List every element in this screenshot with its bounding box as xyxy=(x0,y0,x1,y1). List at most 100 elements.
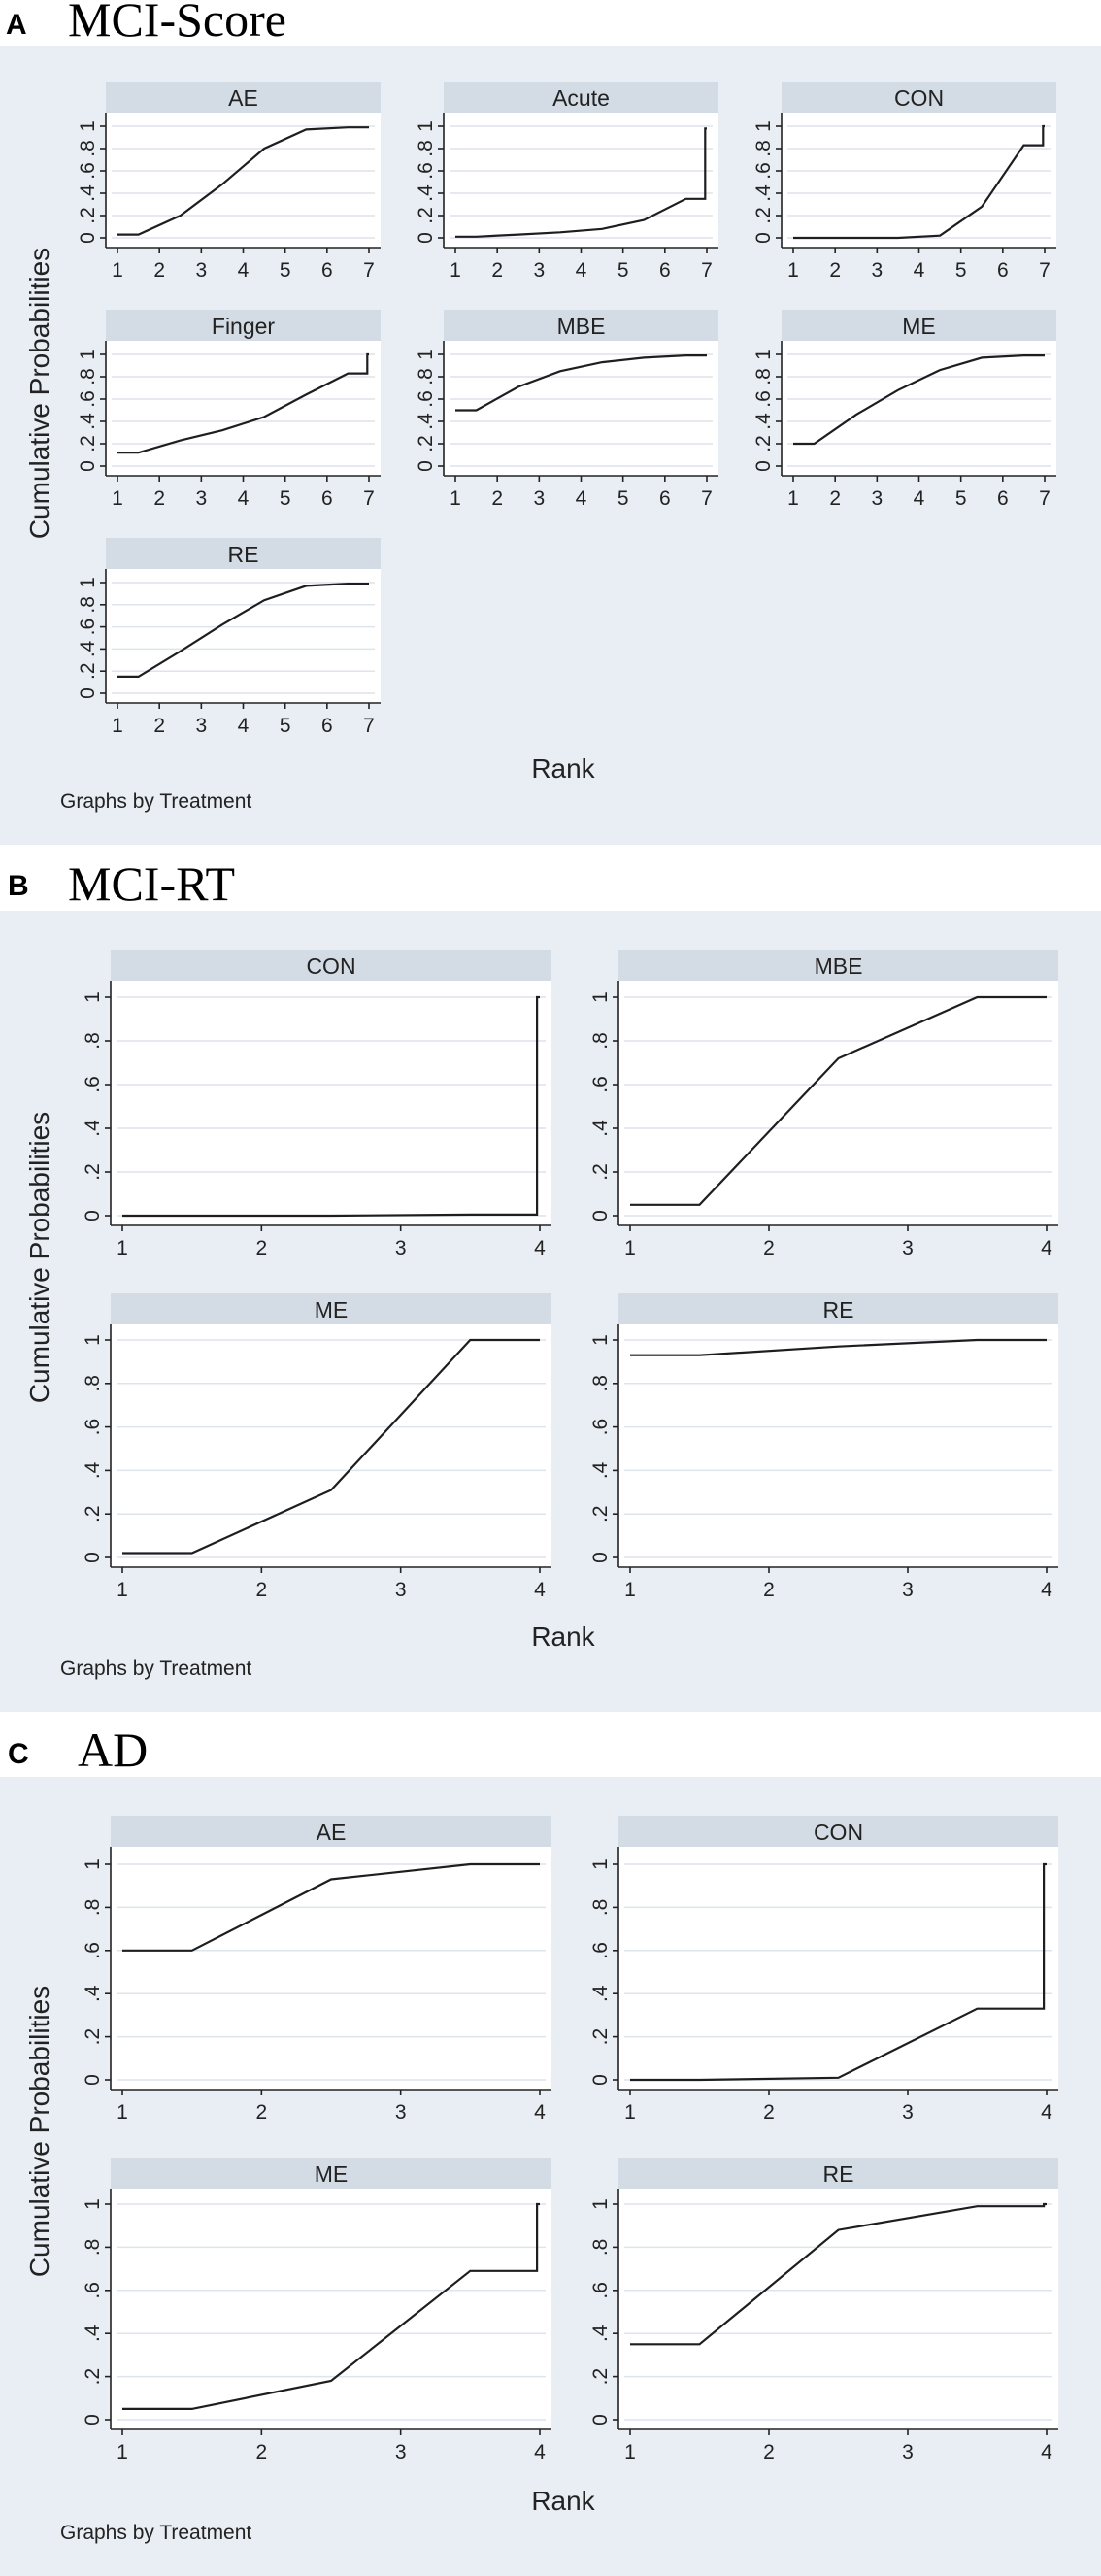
x-tick-label: 1 xyxy=(450,259,461,282)
y-tick-label: 1 xyxy=(82,2198,104,2210)
series-line-me xyxy=(793,354,1045,446)
x-tick-label: 4 xyxy=(238,487,250,510)
facet-strip-label: CON xyxy=(894,85,944,111)
x-tick-label: 1 xyxy=(787,487,799,510)
x-tick-label: 2 xyxy=(491,487,503,510)
series-line-ae xyxy=(122,1862,540,1952)
panel-a-title: MCI-Score xyxy=(68,0,286,47)
x-tick-label: 5 xyxy=(617,487,629,510)
y-tick-label: .8 xyxy=(589,2239,612,2257)
panel-b-ylabel: Cumulative Probabilities xyxy=(24,1112,54,1403)
facet-strip xyxy=(782,82,1056,113)
series-line-con xyxy=(630,1862,1047,2082)
series-line-mbe xyxy=(630,995,1047,1206)
y-tick-label: .4 xyxy=(589,1985,612,2002)
y-tick-label: .8 xyxy=(752,140,775,157)
panel-c-facet-me: ME 0 .2 .4 .6 .8 1 1 2 3 4 xyxy=(82,2158,551,2463)
x-tick-label: 6 xyxy=(321,715,333,737)
series-line-re xyxy=(117,583,369,678)
series-line-me xyxy=(122,2202,540,2410)
x-tick-label: 3 xyxy=(195,259,207,282)
facet-strip-label: ME xyxy=(315,2161,349,2187)
y-tick-label: .6 xyxy=(415,162,437,180)
x-tick-label: 5 xyxy=(280,487,291,510)
y-tick-label: 1 xyxy=(589,1334,612,1346)
y-tick-label: .8 xyxy=(415,140,437,157)
y-tick-label: .8 xyxy=(589,1375,612,1392)
panel-a-facet-me: ME 0 .2 .4 .6 .8 1 1 2 3 4 5 6 7 xyxy=(752,310,1056,510)
facet-strip-label: Acute xyxy=(552,85,610,111)
y-tick-label: 0 xyxy=(589,1552,612,1563)
x-tick-label: 6 xyxy=(321,259,333,282)
y-tick-label: 0 xyxy=(77,460,99,472)
y-tick-label: 0 xyxy=(77,687,99,699)
x-tick-label: 2 xyxy=(763,1579,775,1601)
y-tick-label: .6 xyxy=(589,1419,612,1436)
plot-area xyxy=(618,1324,1058,1567)
y-tick-label: 0 xyxy=(752,232,775,244)
facet-strip-label: MBE xyxy=(815,953,863,979)
x-tick-label: 1 xyxy=(117,1237,128,1259)
y-tick-label: .8 xyxy=(77,368,99,385)
facet-strip xyxy=(444,82,718,113)
y-tick-label: 0 xyxy=(77,232,99,244)
y-tick-label: .4 xyxy=(82,2325,104,2342)
plot-area xyxy=(106,569,381,703)
y-tick-label: 1 xyxy=(589,2198,612,2210)
x-tick-label: 4 xyxy=(238,715,250,737)
panel-a-facet-re: RE 0 .2 .4 .6 .8 1 1 2 3 4 5 6 7 xyxy=(77,538,381,737)
plot-area xyxy=(444,113,718,248)
x-tick-label: 6 xyxy=(659,259,671,282)
x-tick-label: 6 xyxy=(321,487,333,510)
x-tick-label: 3 xyxy=(902,1237,914,1259)
x-tick-label: 4 xyxy=(1041,2441,1052,2463)
y-tick-label: 0 xyxy=(589,2414,612,2425)
panel-a-xlabel: Rank xyxy=(531,753,595,784)
facet-strip-label: CON xyxy=(306,953,355,979)
x-tick-label: 1 xyxy=(112,487,123,510)
x-tick-label: 2 xyxy=(829,487,841,510)
panel-c-ylabel: Cumulative Probabilities xyxy=(24,1986,54,2277)
facet-strip-label: AE xyxy=(228,85,258,111)
y-tick-label: 1 xyxy=(77,349,99,360)
y-tick-label: .8 xyxy=(77,140,99,157)
panel-b-note: Graphs by Treatment xyxy=(60,1657,251,1680)
y-tick-label: .6 xyxy=(415,390,437,408)
y-tick-label: .4 xyxy=(589,1120,612,1137)
panel-b-letter: B xyxy=(8,870,29,902)
x-tick-label: 4 xyxy=(1041,1237,1052,1259)
y-tick-label: .2 xyxy=(589,2368,612,2386)
x-tick-label: 7 xyxy=(363,715,375,737)
x-tick-label: 7 xyxy=(363,259,375,282)
panel-b-plots: CON 0 .2 .4 .6 .8 1 1 2 3 4 MBE 0 .2 .4 .6 .8 1 1 2 3 4 ME 0 .2.… xyxy=(82,950,1058,1601)
y-tick-label: 0 xyxy=(82,2414,104,2425)
facet-strip xyxy=(111,1293,551,1324)
x-tick-label: 3 xyxy=(871,259,883,282)
x-tick-label: 7 xyxy=(1039,259,1051,282)
x-tick-label: 5 xyxy=(955,487,967,510)
y-tick-label: .4 xyxy=(82,1985,104,2002)
x-tick-label: 1 xyxy=(624,2101,636,2124)
y-tick-label: .4 xyxy=(82,1120,104,1137)
panel-c-xlabel: Rank xyxy=(531,2486,595,2516)
y-tick-label: .6 xyxy=(82,1076,104,1093)
facet-strip-label: ME xyxy=(315,1297,349,1322)
y-tick-label: .2 xyxy=(752,207,775,224)
y-tick-label: .4 xyxy=(82,1461,104,1479)
facet-strip-label: CON xyxy=(814,1820,863,1845)
y-tick-label: 1 xyxy=(82,991,104,1003)
y-tick-label: 0 xyxy=(415,460,437,472)
y-tick-label: .2 xyxy=(589,1505,612,1522)
y-tick-label: 0 xyxy=(415,232,437,244)
panel-c-plots: AE 0 .2 .4 .6 .8 1 1 2 3 4 CON 0 .2 .4 .6 .8 1 1 2 3 4 ME 0 .2 .4… xyxy=(82,1816,1058,2463)
x-tick-label: 3 xyxy=(871,487,883,510)
series-line-mbe xyxy=(455,354,707,412)
x-tick-label: 4 xyxy=(914,259,925,282)
panel-c-facet-con: CON 0 .2 .4 .6 .8 1 1 2 3 4 xyxy=(589,1816,1058,2124)
x-tick-label: 5 xyxy=(280,715,291,737)
facet-strip-label: RE xyxy=(823,2161,854,2187)
x-tick-label: 1 xyxy=(787,259,799,282)
x-tick-label: 3 xyxy=(395,2101,407,2124)
y-tick-label: 1 xyxy=(82,1858,104,1870)
